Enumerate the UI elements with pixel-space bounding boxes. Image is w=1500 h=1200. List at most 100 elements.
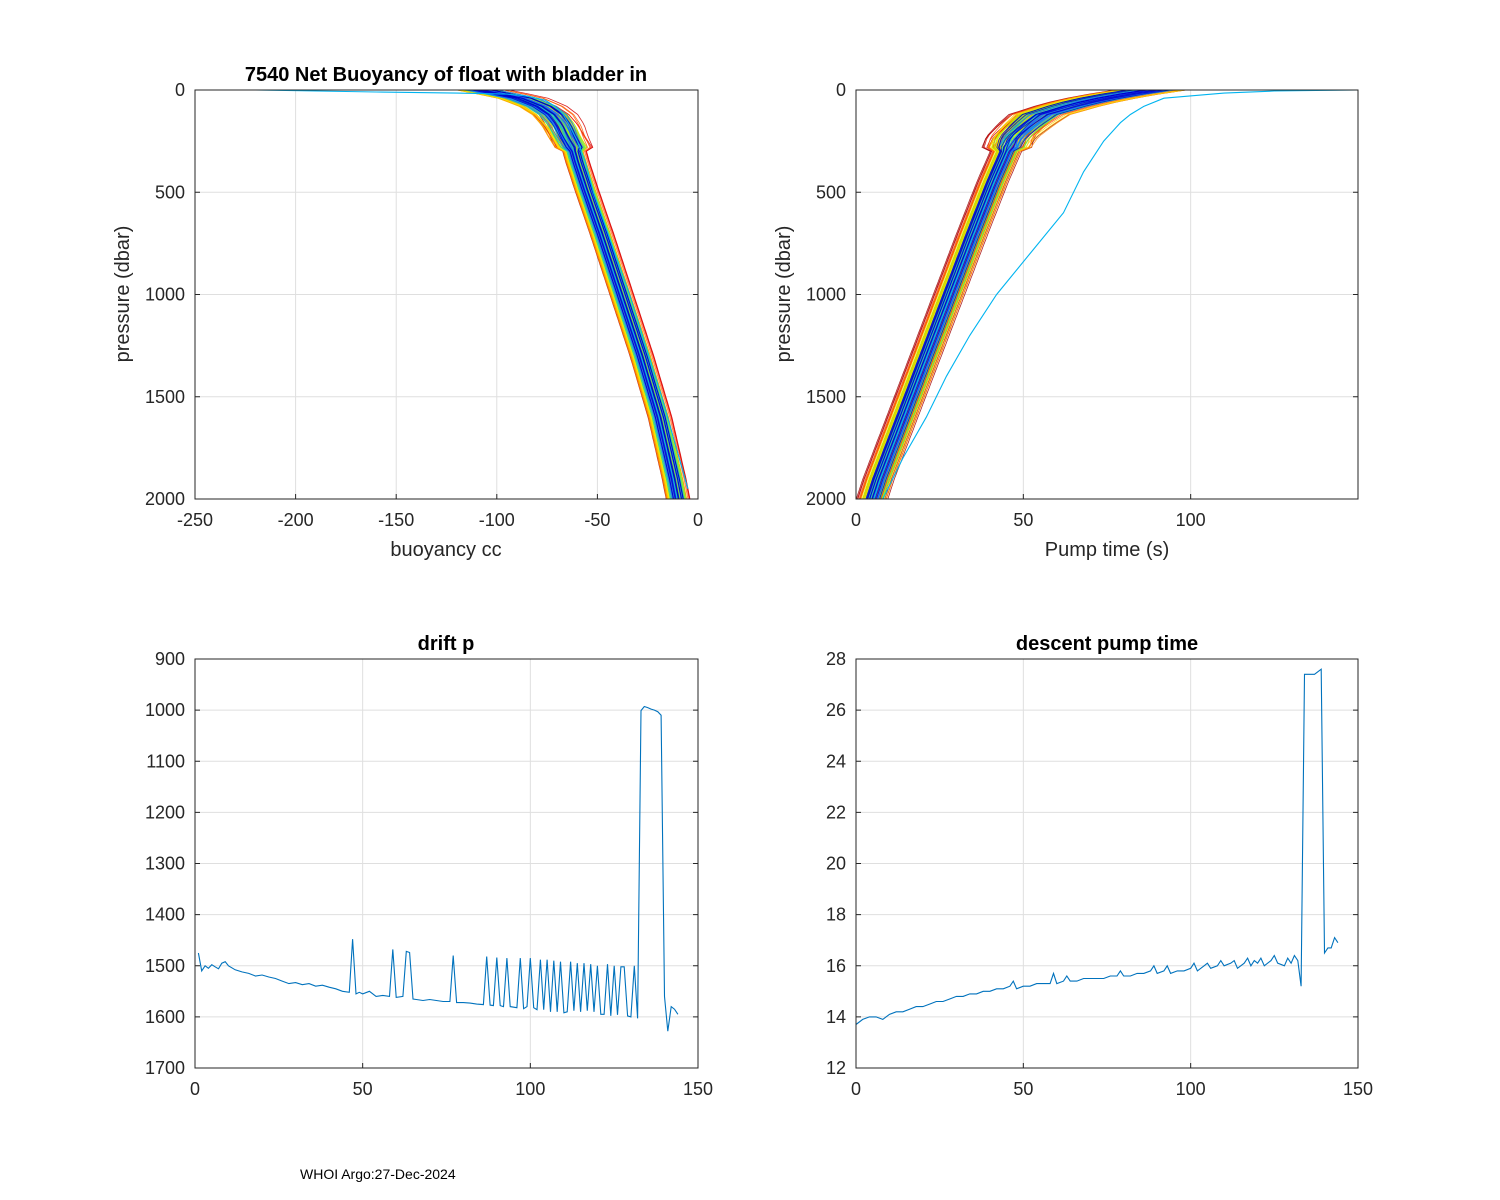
x-tick-label: -50	[584, 510, 610, 530]
profile-line	[876, 89, 1146, 500]
y-tick-label: 20	[826, 854, 846, 874]
profile-line	[881, 89, 1171, 500]
descent-pump-time-panel: 0 50 100 150 12 14 16 18 20 22 24 26 28 descent pum…	[826, 633, 1373, 1099]
profile-line	[477, 89, 675, 500]
profile-line	[866, 89, 1134, 500]
y-tick-label: 1600	[145, 1007, 185, 1027]
y-tick-label: 2000	[145, 489, 185, 509]
y-tick-label: 900	[155, 649, 185, 669]
drift-p-series	[197, 705, 679, 1032]
profile-line	[874, 89, 1160, 500]
x-tick-label: 150	[683, 1079, 713, 1099]
drift-p-grid	[194, 658, 699, 1069]
profile-line	[481, 89, 679, 500]
x-tick-label: 100	[1176, 1079, 1206, 1099]
profile-line	[865, 89, 1129, 500]
y-tick-label: 18	[826, 905, 846, 925]
pump-time-y-label: pressure (dbar)	[773, 226, 795, 363]
profile-line	[864, 89, 1127, 500]
x-tick-label: 100	[1176, 510, 1206, 530]
profile-line	[495, 89, 690, 500]
profile-line	[871, 89, 1146, 500]
buoyancy-y-label: pressure (dbar)	[112, 226, 134, 363]
y-tick-label: 1000	[145, 700, 185, 720]
profile-line	[882, 89, 1155, 500]
profile-line	[456, 89, 668, 500]
profile-line	[478, 89, 676, 500]
profile-line	[884, 89, 1187, 500]
outlier-profile-line	[882, 89, 1359, 500]
profile-line	[880, 89, 1181, 500]
x-tick-label: 50	[1013, 510, 1033, 530]
pump-time-grid	[855, 89, 1358, 500]
pump-time-x-label: Pump time (s)	[1045, 539, 1169, 561]
y-tick-label: 500	[155, 182, 185, 202]
y-tick-label: 2000	[806, 489, 846, 509]
footer-credit: WHOI Argo:27-Dec-2024	[300, 1166, 456, 1182]
y-tick-label: 1500	[806, 387, 846, 407]
profile-line	[885, 89, 1167, 500]
profile-line	[868, 89, 1138, 500]
profile-line	[459, 89, 671, 500]
profile-line	[480, 89, 678, 500]
y-tick-label: 22	[826, 802, 846, 822]
x-tick-label: -150	[378, 510, 414, 530]
pump-time-profiles	[855, 89, 1359, 500]
y-tick-label: 24	[826, 751, 846, 771]
profile-line	[471, 89, 674, 500]
descent-pump-time-x-ticks: 0 50 100 150	[851, 1063, 1373, 1099]
buoyancy-x-label: buoyancy cc	[390, 539, 501, 561]
y-tick-label: 1700	[145, 1058, 185, 1078]
profile-line	[475, 89, 672, 500]
y-tick-label: 0	[836, 80, 846, 100]
profile-line	[470, 89, 669, 500]
profile-line	[860, 89, 1118, 500]
x-tick-label: 150	[1343, 1079, 1373, 1099]
profile-line	[867, 89, 1149, 500]
profile-line	[879, 89, 1168, 500]
descent-pump-time-grid	[855, 658, 1359, 1069]
x-tick-label: 0	[851, 510, 861, 530]
y-tick-label: 28	[826, 649, 846, 669]
y-tick-label: 16	[826, 956, 846, 976]
y-tick-label: 1000	[145, 285, 185, 305]
x-tick-label: 0	[190, 1079, 200, 1099]
pump-time-y-ticks: 0 500 1000 1500 2000	[806, 80, 1358, 509]
profile-line	[870, 89, 1150, 500]
y-tick-label: 1400	[145, 905, 185, 925]
outlier-profile-line	[255, 89, 689, 489]
descent-pump-time-title: descent pump time	[1016, 633, 1198, 655]
series-line	[197, 705, 679, 1032]
descent-pump-time-y-ticks: 12 14 16 18 20 22 24 26 28	[826, 649, 1358, 1078]
profile-line	[877, 89, 1146, 500]
profile-line	[466, 89, 671, 500]
x-tick-label: 100	[515, 1079, 545, 1099]
y-tick-label: 1100	[146, 751, 185, 771]
y-tick-label: 1500	[145, 956, 185, 976]
drift-p-title: drift p	[418, 633, 475, 655]
profile-line	[879, 89, 1171, 500]
y-tick-label: 14	[826, 1007, 846, 1027]
profile-line	[873, 89, 1155, 500]
profile-line	[874, 89, 1167, 500]
x-tick-label: -100	[479, 510, 515, 530]
buoyancy-title: 7540 Net Buoyancy of float with bladder …	[245, 64, 647, 86]
descent-pump-time-series	[855, 668, 1339, 1025]
profile-line	[466, 89, 673, 500]
buoyancy-profiles	[255, 89, 691, 500]
profile-line	[887, 89, 1161, 500]
drift-p-y-ticks: 900 1000 1100 1200 1300 1400 1500 1600 1700	[145, 649, 698, 1078]
x-tick-label: -200	[278, 510, 314, 530]
y-tick-label: 500	[816, 182, 846, 202]
buoyancy-y-ticks: 0 500 1000 1500 2000	[145, 80, 698, 509]
profile-line	[459, 89, 667, 500]
profile-line	[491, 89, 682, 500]
profile-line	[856, 89, 1116, 500]
drift-p-panel: 0 50 100 150 900 1000 1100 1200 1300 1400 1500 160…	[145, 633, 713, 1099]
pump-time-x-ticks: 0 50 100	[851, 494, 1206, 530]
profile-line	[468, 89, 670, 500]
x-tick-label: 0	[693, 510, 703, 530]
y-tick-label: 1500	[145, 387, 185, 407]
x-tick-label: -250	[177, 510, 213, 530]
